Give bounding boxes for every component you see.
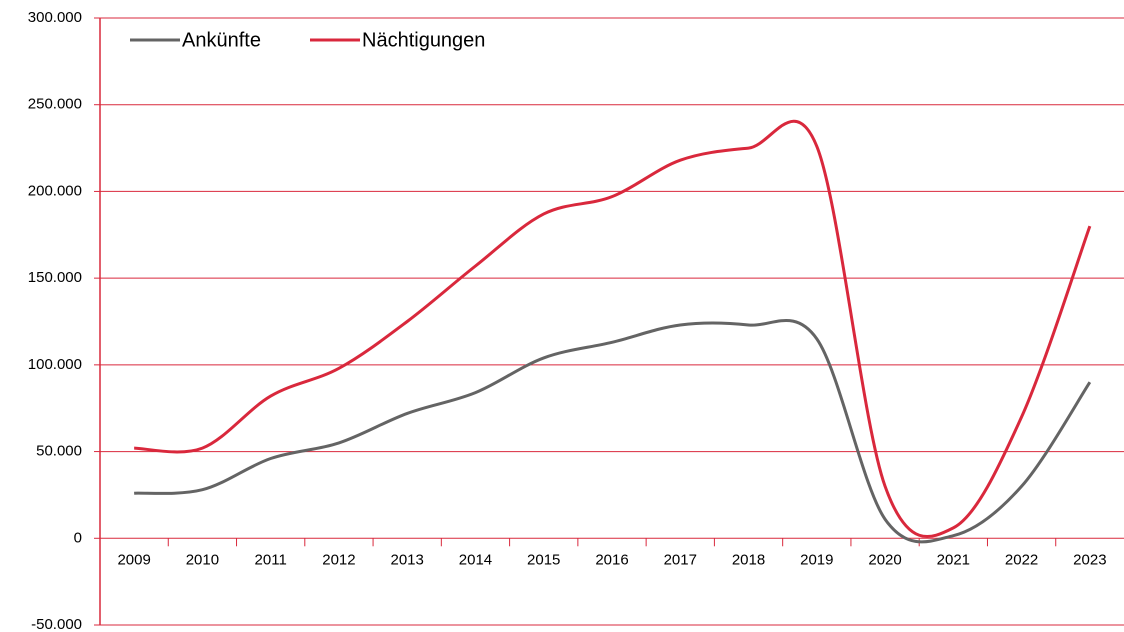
x-tick-label: 2019 xyxy=(800,551,833,568)
x-tick-label: 2011 xyxy=(255,551,287,568)
legend: Ankünfte Nächtigungen xyxy=(130,29,485,51)
y-tick-label: 200.000 xyxy=(28,182,82,199)
y-tick-label: 0 xyxy=(74,529,82,546)
line-series xyxy=(134,119,1092,539)
x-tick-label: 2022 xyxy=(1005,551,1038,568)
x-tick-label: 2013 xyxy=(391,551,424,568)
y-tick-label: 50.000 xyxy=(36,443,82,460)
line-series xyxy=(134,319,1092,544)
x-tick-label: 2021 xyxy=(937,551,970,568)
x-tick-label: 2012 xyxy=(322,551,355,568)
y-tick-label: 100.000 xyxy=(28,356,82,373)
y-tick-label: -50.000 xyxy=(31,616,82,632)
x-tick-label: 2023 xyxy=(1073,551,1106,568)
legend-label: Ankünfte xyxy=(182,29,261,51)
x-tick-label: 2017 xyxy=(664,551,697,568)
x-tick-label: 2014 xyxy=(459,551,492,568)
x-tick-label: 2015 xyxy=(527,551,560,568)
x-tick-label: 2020 xyxy=(868,551,901,568)
y-tick-label: 250.000 xyxy=(28,96,82,113)
y-tick-label: 150.000 xyxy=(28,269,82,286)
x-tick-label: 2010 xyxy=(186,551,219,568)
x-tick-label: 2009 xyxy=(117,551,150,568)
x-tick-label: 2018 xyxy=(732,551,765,568)
x-tick-label: 2016 xyxy=(595,551,628,568)
y-tick-label: 300.000 xyxy=(28,9,82,26)
legend-label: Nächtigungen xyxy=(362,29,485,51)
